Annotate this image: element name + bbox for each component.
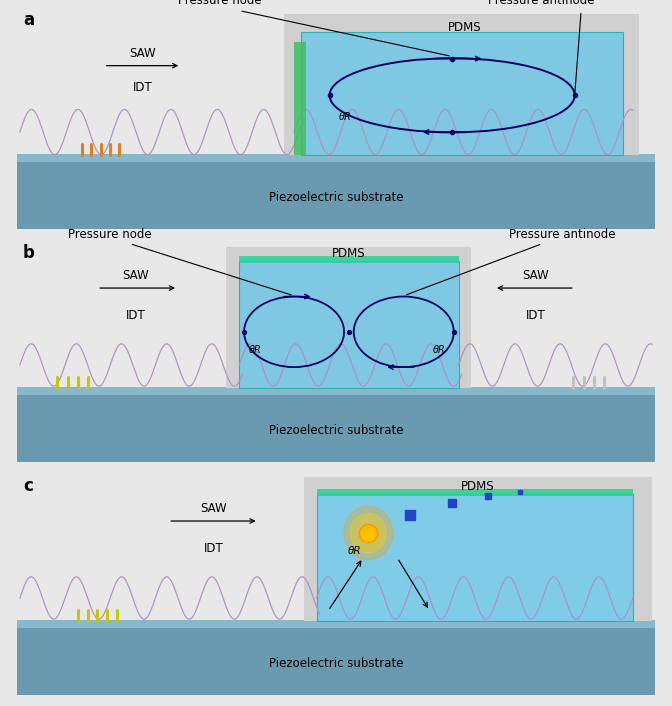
Text: IDT: IDT [204,542,223,554]
Text: Pressure antinode: Pressure antinode [488,0,594,7]
Bar [304,477,652,621]
Text: Pressure node: Pressure node [69,229,152,241]
Bar [226,247,472,388]
Text: a: a [23,11,34,28]
Bar [239,261,458,388]
Bar [17,388,655,462]
Bar [17,155,655,229]
Bar [300,32,623,155]
Text: θR: θR [347,546,362,556]
Text: SAW: SAW [200,503,226,515]
Text: Piezoelectric substrate: Piezoelectric substrate [269,424,403,437]
Text: SAW: SAW [129,47,156,60]
Text: Piezoelectric substrate: Piezoelectric substrate [269,657,403,670]
Text: IDT: IDT [132,81,153,94]
Bar [17,154,655,162]
Bar [317,489,633,496]
Text: PDMS: PDMS [448,21,482,34]
Bar [294,42,306,155]
Text: PDMS: PDMS [461,480,495,493]
Bar [239,256,458,263]
Text: Piezoelectric substrate: Piezoelectric substrate [269,191,403,204]
Text: IDT: IDT [526,309,546,321]
Text: b: b [23,244,35,261]
Text: IDT: IDT [126,309,146,321]
Text: c: c [23,477,33,494]
Bar [17,620,655,628]
Bar [17,387,655,395]
Text: θR: θR [433,345,446,355]
Bar [317,494,633,621]
Circle shape [344,506,392,560]
Text: θR: θR [249,345,261,355]
Bar [17,621,655,695]
Circle shape [350,513,386,553]
Text: Pressure node: Pressure node [178,0,261,7]
Bar [284,14,639,155]
Text: θR: θR [339,112,352,122]
Text: SAW: SAW [523,270,549,282]
Text: PDMS: PDMS [332,247,366,260]
Text: Pressure antinode: Pressure antinode [509,229,615,241]
Text: SAW: SAW [123,270,149,282]
